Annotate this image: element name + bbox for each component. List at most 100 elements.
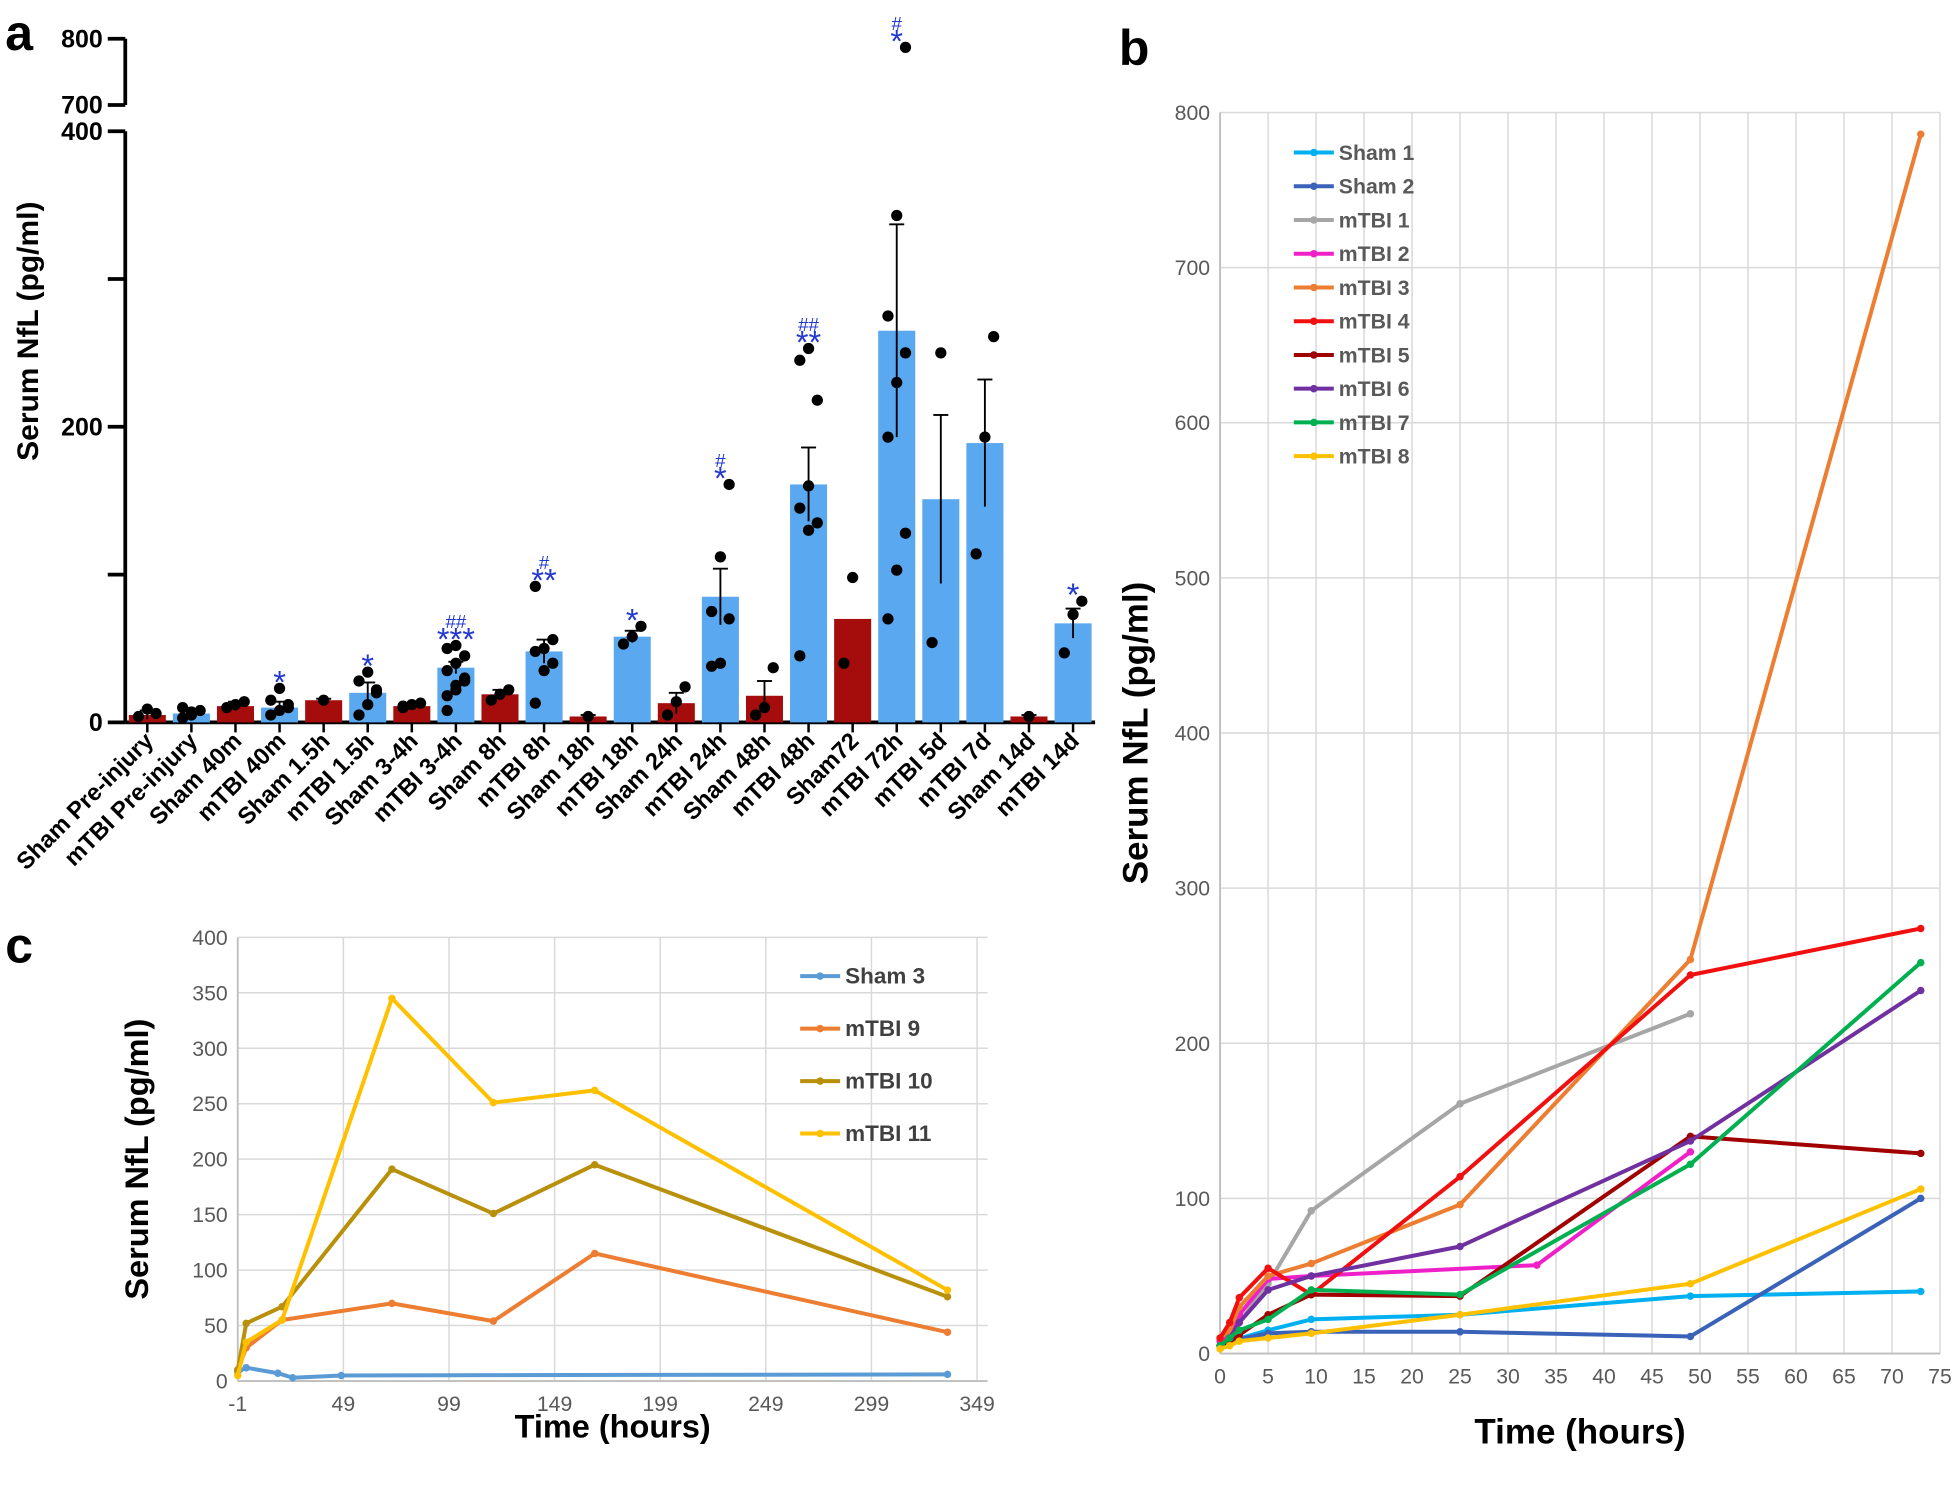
data-point: [899, 527, 912, 539]
significance-hash: #: [892, 13, 903, 34]
x-tick-label: 199: [642, 1392, 677, 1416]
bar: [1054, 623, 1092, 723]
series-line: [1219, 1187, 1922, 1351]
legend-label: Sham 3: [845, 964, 925, 989]
data-point: [485, 694, 497, 706]
x-tick-label: 70: [1880, 1365, 1904, 1389]
legend-label: Sham 1: [1339, 141, 1415, 165]
y-tick-label: 200: [192, 1148, 227, 1172]
data-point: [838, 657, 850, 669]
panel-label: c: [5, 917, 33, 973]
significance-stars: *: [273, 664, 286, 700]
x-tick-label: 65: [1832, 1365, 1856, 1389]
data-point: [794, 650, 806, 662]
y-tick-label: 0: [1198, 1342, 1210, 1366]
series-marker: [943, 1286, 952, 1294]
series-marker: [489, 1317, 498, 1325]
data-point: [882, 310, 894, 322]
legend-marker: [1310, 317, 1318, 325]
panel-label: a: [5, 5, 34, 61]
series-marker: [1456, 1310, 1464, 1319]
y-tick-label: 800: [1175, 101, 1210, 125]
data-point: [926, 636, 938, 649]
data-point: [979, 431, 991, 443]
series-marker: [1686, 1292, 1695, 1300]
data-point: [441, 690, 453, 702]
y-tick-label: 400: [192, 926, 227, 950]
data-point: [750, 709, 762, 721]
x-tick-label: 299: [854, 1392, 889, 1416]
significance-hash: ##: [445, 611, 466, 632]
legend-marker: [1310, 351, 1318, 359]
data-point: [538, 665, 550, 677]
series-marker: [242, 1338, 250, 1346]
series-marker: [1686, 955, 1695, 964]
series-marker: [1686, 971, 1695, 979]
data-point: [891, 376, 903, 389]
series-marker: [1456, 1100, 1464, 1108]
series-marker: [278, 1316, 286, 1324]
data-point: [547, 633, 559, 646]
data-point: [723, 478, 735, 491]
data-point: [362, 699, 374, 711]
series-marker: [590, 1249, 599, 1258]
data-point: [617, 638, 630, 650]
significance-stars: *: [714, 460, 727, 496]
significance-stars: *: [1067, 577, 1080, 613]
series-marker: [388, 994, 396, 1003]
x-tick-label: -1: [228, 1392, 247, 1416]
series-marker: [1917, 1194, 1925, 1203]
data-point: [714, 657, 727, 669]
series-marker: [1917, 958, 1925, 967]
series-marker: [1216, 1345, 1224, 1353]
y-tick-label: 0: [89, 709, 103, 737]
series-marker: [1917, 1185, 1925, 1193]
data-point: [529, 645, 541, 658]
data-point: [318, 694, 330, 706]
series-marker: [242, 1363, 250, 1372]
series-marker: [1533, 1261, 1541, 1269]
legend-label: Sham 2: [1339, 175, 1415, 199]
series-marker: [1307, 1272, 1316, 1280]
data-point: [397, 700, 409, 712]
y-tick-label: 100: [192, 1259, 227, 1283]
data-point: [132, 710, 145, 723]
y-axis-label: Serum NfL (pg/ml): [1117, 582, 1156, 885]
legend-label: mTBI 10: [845, 1069, 932, 1094]
legend-marker: [1310, 216, 1318, 224]
x-tick-label: 60: [1784, 1365, 1808, 1389]
series-marker: [590, 1160, 599, 1169]
series-marker: [1917, 986, 1925, 995]
series-marker: [1264, 1264, 1272, 1272]
y-tick-label: 200: [1175, 1032, 1210, 1056]
x-tick-label: 10: [1304, 1365, 1328, 1389]
legend-label: mTBI 7: [1339, 411, 1410, 435]
y-tick-label: 400: [61, 118, 103, 146]
bar: [613, 636, 651, 723]
series-marker: [1456, 1290, 1464, 1299]
data-point: [811, 394, 823, 406]
data-point: [265, 694, 277, 706]
y-tick-label: 800: [61, 25, 103, 53]
series-marker: [1225, 1342, 1234, 1350]
legend-label: mTBI 11: [845, 1121, 931, 1146]
data-point: [529, 697, 541, 709]
data-point: [706, 660, 718, 672]
legend-marker: [1310, 182, 1318, 190]
x-tick-label: 50: [1688, 1365, 1712, 1389]
series-marker: [1917, 924, 1925, 933]
data-point: [529, 580, 541, 593]
data-point: [177, 701, 189, 714]
legend-label: mTBI 5: [1339, 343, 1410, 367]
series-marker: [1456, 1200, 1464, 1209]
series-line: [235, 1251, 948, 1371]
x-tick-label: 99: [437, 1392, 461, 1416]
series-marker: [1264, 1315, 1272, 1324]
series-marker: [288, 1373, 297, 1382]
data-point: [229, 699, 242, 711]
series-line: [1218, 133, 1923, 1340]
series-marker: [1686, 1148, 1695, 1156]
data-point: [538, 642, 550, 655]
data-point: [441, 665, 453, 677]
data-point: [661, 709, 674, 721]
